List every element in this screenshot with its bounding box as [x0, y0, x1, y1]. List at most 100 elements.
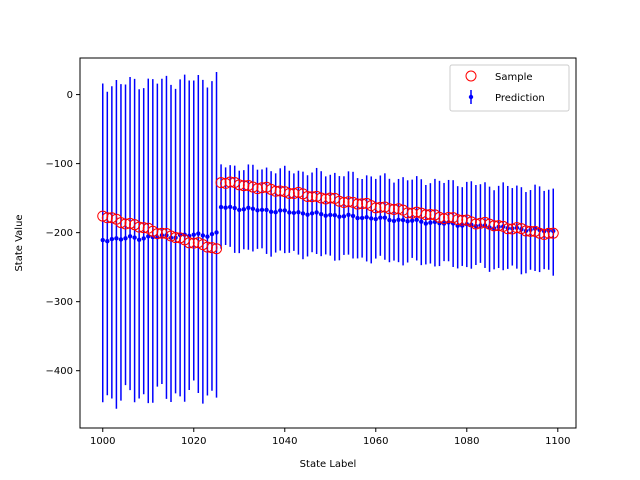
x-tick-label: 1000: [90, 436, 115, 447]
sample-point: [247, 181, 259, 193]
sample-point: [183, 237, 195, 249]
prediction-point: [419, 219, 424, 224]
prediction-point: [341, 214, 347, 219]
sample-point: [120, 218, 132, 230]
sample-point: [520, 225, 532, 237]
sample-point: [188, 237, 200, 249]
prediction-point: [123, 236, 128, 241]
prediction-point: [214, 230, 219, 235]
sample-point: [534, 227, 546, 239]
sample-point: [347, 196, 359, 208]
prediction-point: [373, 216, 378, 222]
sample-point: [115, 217, 127, 229]
prediction-point: [337, 214, 342, 219]
sample-point: [215, 177, 227, 189]
prediction-point: [423, 221, 429, 226]
prediction-point: [105, 238, 110, 244]
prediction-point: [396, 217, 401, 222]
sample-point: [283, 187, 295, 199]
prediction-point: [369, 216, 374, 221]
y-tick-label: −300: [46, 297, 73, 308]
prediction-point: [100, 237, 105, 243]
sample-point: [538, 228, 550, 240]
sample-point: [106, 212, 118, 224]
sample-point: [233, 179, 245, 191]
sample-point: [270, 185, 282, 197]
legend: Sample Prediction: [449, 64, 570, 112]
sample-point: [543, 227, 555, 239]
sample-point: [165, 230, 177, 242]
prediction-point: [109, 236, 115, 242]
prediction-point: [250, 206, 256, 211]
sample-point: [452, 214, 464, 226]
legend-sample-label: Sample: [495, 72, 533, 83]
sample-point: [220, 177, 232, 189]
sample-point: [292, 186, 304, 198]
sample-point: [238, 180, 250, 192]
x-tick-label: 1020: [181, 436, 206, 447]
sample-point: [484, 218, 496, 230]
prediction-point: [255, 208, 260, 213]
sample-point: [393, 203, 405, 215]
prediction-point: [141, 236, 146, 241]
prediction-point: [246, 205, 251, 210]
prediction-point: [323, 213, 328, 218]
prediction-point: [287, 210, 292, 215]
prediction-point: [378, 215, 383, 220]
sample-point: [470, 218, 482, 230]
sample-point: [315, 192, 327, 204]
prediction-point: [400, 217, 406, 223]
prediction-point: [409, 218, 415, 223]
prediction-error-bars: [102, 71, 554, 409]
sample-point: [338, 196, 350, 208]
prediction-point: [223, 205, 228, 210]
sample-point: [506, 223, 518, 235]
sample-point: [406, 207, 418, 219]
x-axis-label: State Label: [300, 459, 357, 470]
prediction-point: [259, 207, 265, 213]
y-tick-label: −100: [46, 159, 73, 170]
prediction-point: [428, 220, 433, 225]
prediction-point: [209, 231, 215, 237]
sample-point: [438, 213, 450, 225]
sample-point: [456, 214, 468, 226]
prediction-point: [237, 207, 242, 213]
sample-point: [415, 207, 427, 219]
sample-point: [306, 191, 318, 203]
prediction-point: [314, 210, 319, 215]
sample-point: [383, 203, 395, 215]
sample-point: [133, 221, 145, 233]
sample-point: [211, 243, 223, 255]
sample-point: [433, 211, 445, 223]
sample-point: [420, 209, 432, 221]
prediction-point: [205, 234, 210, 239]
sample-point: [251, 183, 263, 195]
sample-point: [288, 188, 300, 200]
prediction-point: [278, 208, 283, 213]
sample-point: [370, 202, 382, 214]
y-tick-label: 0: [67, 90, 73, 101]
prediction-point: [359, 215, 365, 221]
prediction-point: [132, 235, 137, 240]
sample-point: [320, 193, 332, 205]
sample-point: [256, 182, 268, 194]
sample-point: [388, 203, 400, 215]
prediction-point: [364, 215, 369, 220]
prediction-point: [391, 218, 397, 224]
legend-prediction-label: Prediction: [495, 93, 545, 104]
x-tick-label: 1060: [363, 436, 388, 447]
x-tick-label: 1080: [454, 436, 479, 447]
prediction-point: [264, 207, 269, 213]
prediction-point: [332, 212, 338, 218]
prediction-point: [405, 219, 410, 224]
y-tick-label: −200: [46, 228, 73, 239]
sample-point: [474, 217, 486, 229]
prediction-point: [350, 213, 356, 219]
prediction-point: [127, 234, 133, 239]
prediction-point: [273, 209, 278, 215]
prediction-point: [241, 207, 247, 212]
sample-point: [352, 198, 364, 210]
prediction-point: [200, 233, 206, 238]
prediction-point: [346, 212, 351, 218]
